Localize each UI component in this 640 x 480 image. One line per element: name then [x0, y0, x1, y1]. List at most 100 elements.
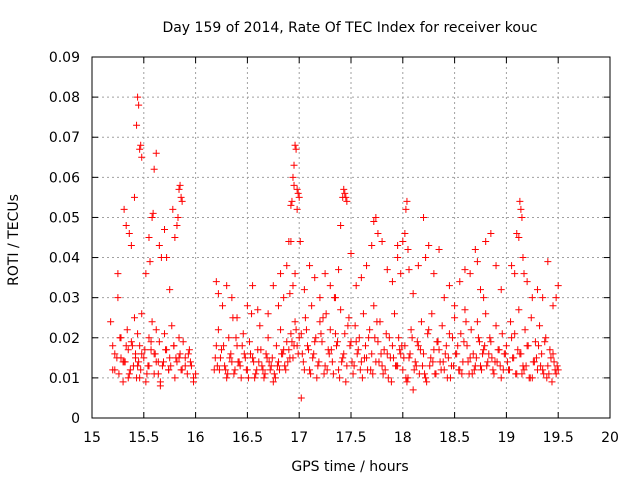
data-point: [367, 366, 375, 374]
data-point: [480, 346, 488, 354]
data-point: [383, 350, 391, 358]
data-point: [463, 342, 471, 350]
data-point: [130, 193, 138, 201]
data-point: [354, 346, 362, 354]
data-point: [237, 374, 245, 382]
data-point: [502, 342, 510, 350]
data-point: [413, 338, 421, 346]
data-point: [295, 193, 303, 201]
data-point: [263, 354, 271, 362]
data-point: [521, 326, 529, 334]
data-point: [552, 294, 560, 302]
data-point: [412, 362, 420, 370]
data-point: [342, 193, 350, 201]
data-point: [145, 334, 153, 342]
data-point: [150, 350, 158, 358]
data-point: [389, 354, 397, 362]
data-point: [273, 362, 281, 370]
data-point: [539, 366, 547, 374]
data-point: [240, 350, 248, 358]
data-point: [331, 294, 339, 302]
data-point: [329, 370, 337, 378]
data-point: [192, 370, 200, 378]
data-point: [388, 342, 396, 350]
data-point: [518, 213, 526, 221]
data-point: [243, 302, 251, 310]
data-point: [391, 310, 399, 318]
data-point: [404, 246, 412, 254]
data-point: [403, 378, 411, 386]
data-point: [277, 326, 285, 334]
data-point: [232, 334, 240, 342]
data-point: [244, 374, 252, 382]
data-point: [308, 302, 316, 310]
data-point: [480, 294, 488, 302]
data-point: [411, 358, 419, 366]
data-point: [538, 350, 546, 358]
data-point: [396, 346, 404, 354]
data-point: [167, 362, 175, 370]
points-layer: [107, 93, 562, 402]
data-point: [522, 362, 530, 370]
y-tick-label: 0.04: [49, 251, 80, 267]
data-point: [319, 314, 327, 322]
data-point: [127, 242, 135, 250]
data-point: [152, 358, 160, 366]
data-point: [548, 378, 556, 386]
data-point: [385, 334, 393, 342]
data-point: [274, 302, 282, 310]
data-point: [472, 354, 480, 362]
data-point: [186, 358, 194, 366]
data-point: [547, 354, 555, 362]
data-point: [554, 282, 562, 290]
data-point: [340, 350, 348, 358]
data-point: [177, 193, 185, 201]
data-point: [137, 366, 145, 374]
data-point: [425, 242, 433, 250]
data-point: [228, 294, 236, 302]
data-point: [282, 366, 290, 374]
data-point: [173, 221, 181, 229]
data-point: [402, 374, 410, 382]
data-point: [348, 358, 356, 366]
data-point: [375, 358, 383, 366]
data-point: [363, 354, 371, 362]
data-point: [286, 290, 294, 298]
data-point: [531, 338, 539, 346]
data-point: [326, 326, 334, 334]
data-point: [388, 278, 396, 286]
data-point: [143, 370, 151, 378]
data-point: [543, 374, 551, 382]
x-tick-labels: 15 15.5 16 16.5 17 17.5 18 18.5 19 19.5 20: [83, 430, 619, 446]
data-point: [155, 338, 163, 346]
data-point: [467, 326, 475, 334]
x-tick-label: 18.5: [439, 430, 470, 446]
data-point: [492, 262, 500, 270]
data-point: [523, 278, 531, 286]
data-point: [107, 318, 115, 326]
data-point: [214, 326, 222, 334]
data-point: [406, 350, 414, 358]
data-point: [259, 366, 267, 374]
y-tick-labels: 0 0.01 0.02 0.03 0.04 0.05 0.06 0.07 0.08 0.09: [49, 50, 80, 427]
y-tick-label: 0.08: [49, 90, 80, 106]
data-point: [426, 362, 434, 370]
data-point: [178, 197, 186, 205]
data-point: [421, 370, 429, 378]
data-point: [321, 270, 329, 278]
data-point: [397, 270, 405, 278]
data-point: [527, 314, 535, 322]
x-tick-label: 17.5: [335, 430, 366, 446]
data-point: [501, 350, 509, 358]
chart-title: Day 159 of 2014, Rate Of TEC Index for r…: [162, 20, 537, 36]
data-point: [352, 338, 360, 346]
data-point: [274, 358, 282, 366]
data-point: [512, 370, 520, 378]
data-point: [287, 201, 295, 209]
data-point: [265, 358, 273, 366]
data-point: [291, 318, 299, 326]
data-point: [359, 310, 367, 318]
data-point: [147, 338, 155, 346]
data-point: [284, 358, 292, 366]
data-point: [225, 334, 233, 342]
